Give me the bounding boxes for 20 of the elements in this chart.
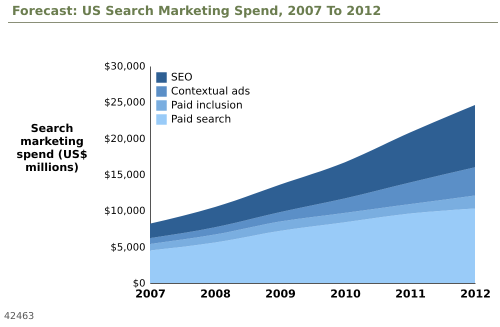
chart-title: Forecast: US Search Marketing Spend, 2007 To 2012 [12, 3, 382, 18]
x-tick-label: 2007 [135, 288, 166, 300]
legend-label: SEO [171, 72, 193, 84]
y-tick-label: $15,000 [104, 170, 146, 181]
y-axis-title: Search marketing spend (US$ millions) [16, 122, 88, 174]
legend-label: Paid inclusion [171, 100, 243, 112]
x-tick-label: 2008 [200, 288, 231, 300]
x-tick-label: 2009 [265, 288, 296, 300]
y-tick-label: $20,000 [104, 134, 146, 145]
x-tick-label: 2012 [460, 288, 491, 300]
y-tick-label: $0 [132, 278, 146, 290]
x-tick-label: 2010 [330, 288, 362, 300]
x-tick-label: 2011 [395, 288, 426, 300]
text: 42463 [4, 311, 34, 322]
y-tick-label: $25,000 [104, 98, 146, 109]
y-tick-label: $5,000 [110, 242, 146, 254]
y-tick-label: $30,000 [104, 62, 146, 72]
legend-label: Paid search [171, 114, 232, 126]
y-tick-label: $10,000 [104, 206, 146, 218]
legend-label: Contextual ads [171, 86, 250, 98]
